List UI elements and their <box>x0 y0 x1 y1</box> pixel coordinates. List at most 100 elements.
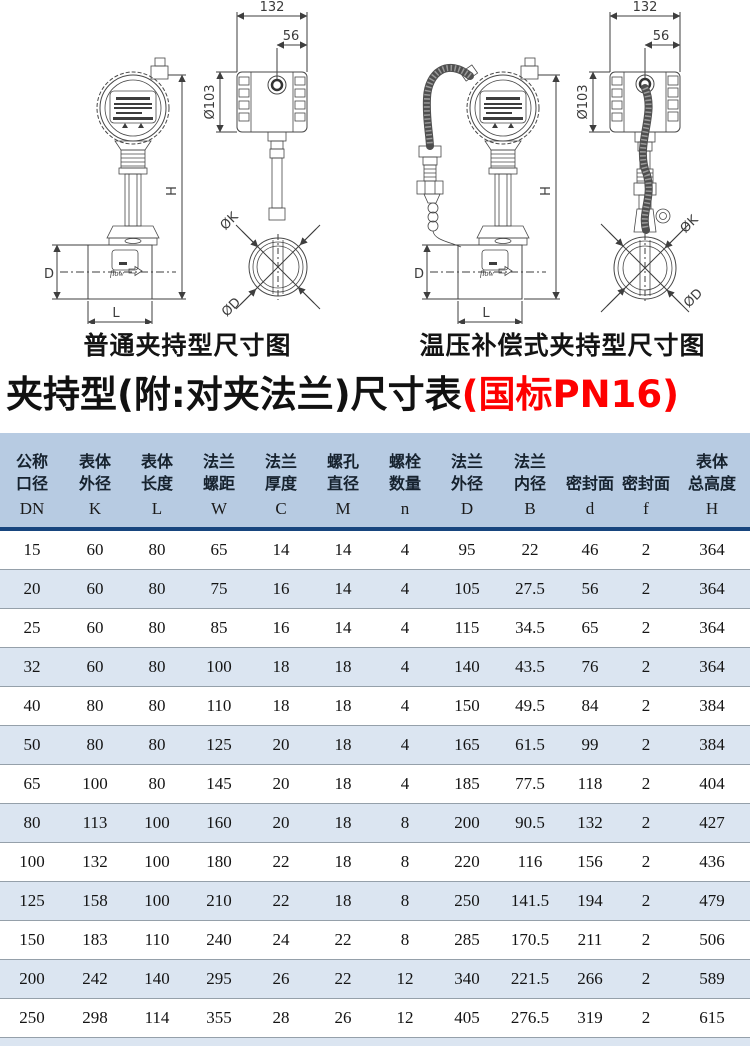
compensated-side-view: 132 56 Ø103 <box>576 0 706 313</box>
table-cell: 250 <box>0 998 64 1038</box>
table-cell: 589 <box>674 959 750 999</box>
table-body: 15 60 80 65 14 14 4 95 22 46 2 364 20 60 80 75 16 14 4 105 2… <box>0 529 750 1046</box>
dim-label-D: D <box>44 267 54 282</box>
table-cell: 80 <box>126 764 188 804</box>
table-cell: 80 <box>0 803 64 843</box>
table-cell: 76 <box>562 647 618 687</box>
column-header-M: 螺孔 直径 M <box>312 433 374 531</box>
table-cell: 49.5 <box>498 686 562 726</box>
table-cell: 242 <box>64 959 126 999</box>
table-cell: 8 <box>374 842 436 882</box>
table-cell: 2 <box>618 686 674 726</box>
table-cell: 100 <box>188 647 250 687</box>
caption-compensated-type: 温压补偿式夹持型尺寸图 <box>419 331 706 360</box>
table-cell: 25 <box>0 608 64 648</box>
table-cell: 185 <box>436 764 498 804</box>
column-header-K: 表体 外径 K <box>64 433 126 531</box>
table-cell: 170.5 <box>498 920 562 960</box>
table-row: 25 60 80 85 16 14 4 115 34.5 65 2 364 <box>0 608 750 648</box>
table-cell: 2 <box>618 959 674 999</box>
column-header-L: 表体 长度 L <box>126 433 188 531</box>
table-row: 100 132 100 180 22 18 8 220 116 156 2 436 <box>0 842 750 882</box>
table-row: 32 60 80 100 18 18 4 140 43.5 76 2 364 <box>0 647 750 687</box>
table-cell: 18 <box>312 725 374 765</box>
table-cell: 100 <box>64 764 126 804</box>
table-row: 65 100 80 145 20 18 4 185 77.5 118 2 404 <box>0 764 750 804</box>
table-cell: 132 <box>64 842 126 882</box>
table-cell: 12 <box>374 998 436 1038</box>
column-header-D: 法兰 外径 D <box>436 433 498 531</box>
table-cell: 99 <box>562 725 618 765</box>
table-cell: 295 <box>188 959 250 999</box>
table-cell: 156 <box>562 842 618 882</box>
table-row: 200 242 140 295 26 22 12 340 221.5 266 2 589 <box>0 959 750 999</box>
dim-label-L: L <box>482 306 490 321</box>
table-row: 50 80 80 125 20 18 4 165 61.5 99 2 384 <box>0 725 750 765</box>
table-row: 40 80 80 110 18 18 4 150 49.5 84 2 384 <box>0 686 750 726</box>
table-row: 80 113 100 160 20 18 8 200 90.5 132 2 427 <box>0 803 750 843</box>
table-cell: 140 <box>436 647 498 687</box>
table-row: 150 183 110 240 24 22 8 285 170.5 211 2 506 <box>0 920 750 960</box>
table-cell: 200 <box>0 959 64 999</box>
flow-label: flow <box>480 269 494 278</box>
table-cell: 2 <box>618 529 674 570</box>
table-cell: 8 <box>374 803 436 843</box>
column-header-DN: 公称 口径 DN <box>0 433 64 531</box>
table-cell: 340 <box>436 959 498 999</box>
table-cell: 4 <box>374 725 436 765</box>
table-cell: 18 <box>312 764 374 804</box>
table-cell: 65 <box>188 529 250 570</box>
table-cell: 80 <box>126 569 188 609</box>
dim-label-56: 56 <box>653 29 670 44</box>
dim-label-dia103: Ø103 <box>203 84 218 119</box>
caption-normal-type: 普通夹持型尺寸图 <box>83 331 292 360</box>
table-cell: 436 <box>674 842 750 882</box>
normal-front-view: H <box>44 57 186 324</box>
table-cell: 18 <box>250 686 312 726</box>
table-cell: 194 <box>562 881 618 921</box>
table-cell: 298 <box>64 998 126 1038</box>
column-header-W: 法兰 螺距 W <box>188 433 250 531</box>
dim-label-132: 132 <box>260 0 285 15</box>
table-cell: 20 <box>250 764 312 804</box>
table-cell: 364 <box>674 608 750 648</box>
table-cell: 20 <box>0 569 64 609</box>
table-cell: 14 <box>312 529 374 570</box>
table-cell: 221.5 <box>498 959 562 999</box>
table-cell: 2 <box>618 998 674 1038</box>
table-cell: 22 <box>250 842 312 882</box>
table-cell: 460 <box>436 1037 498 1046</box>
table-cell: 364 <box>674 529 750 570</box>
table-cell: 615 <box>674 998 750 1038</box>
table-cell: 26 <box>250 959 312 999</box>
column-header-B: 法兰 内径 B <box>498 433 562 531</box>
table-cell: 145 <box>188 764 250 804</box>
page-title-black: 夹持型(附:对夹法兰)尺寸表 <box>6 373 462 416</box>
table-cell: 14 <box>250 529 312 570</box>
dim-label-H: H <box>165 186 180 196</box>
table-cell: 211 <box>562 920 618 960</box>
table-cell: 8 <box>374 881 436 921</box>
table-cell: 118 <box>562 764 618 804</box>
table-cell: 410 <box>188 1037 250 1046</box>
table-cell: 22 <box>312 959 374 999</box>
table-cell: 160 <box>188 803 250 843</box>
column-header-n: 螺栓 数量 n <box>374 433 436 531</box>
dim-label-L: L <box>112 306 120 321</box>
table-cell: 2 <box>618 803 674 843</box>
table-cell: 114 <box>126 998 188 1038</box>
table-cell: 4 <box>374 569 436 609</box>
column-header-C: 法兰 厚度 C <box>250 433 312 531</box>
table-cell: 364 <box>674 569 750 609</box>
compensated-front-view: H <box>414 57 560 324</box>
table-cell: 26 <box>312 1037 374 1046</box>
table-cell: 113 <box>64 803 126 843</box>
table-cell: 250 <box>436 881 498 921</box>
table-cell: 95 <box>436 529 498 570</box>
dim-label-diaD: ØD <box>219 295 244 320</box>
table-cell: 40 <box>0 686 64 726</box>
table-cell: 2 <box>618 725 674 765</box>
table-cell: 18 <box>312 686 374 726</box>
table-cell: 90.5 <box>498 803 562 843</box>
